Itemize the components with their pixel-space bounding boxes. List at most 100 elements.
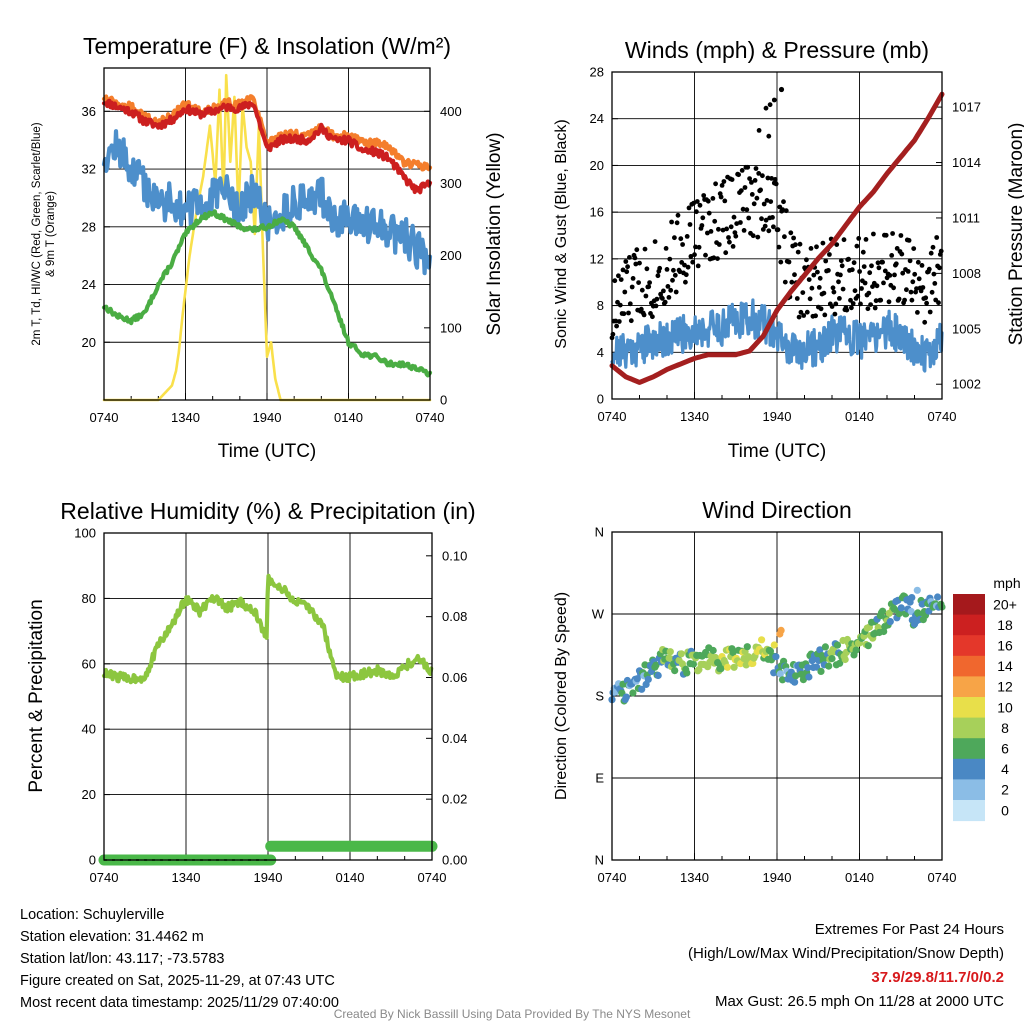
gust-point bbox=[839, 263, 845, 269]
gust-point bbox=[755, 234, 761, 240]
direction-point bbox=[825, 662, 833, 670]
gust-point bbox=[759, 216, 764, 222]
gust-point bbox=[691, 200, 696, 206]
gust-point bbox=[667, 256, 673, 262]
gust-point bbox=[910, 279, 916, 285]
gust-point bbox=[926, 266, 932, 272]
gust-point bbox=[816, 285, 822, 290]
temperature-frame bbox=[103, 67, 431, 401]
gust-point bbox=[685, 264, 691, 270]
gust-point bbox=[924, 300, 929, 306]
direction-title: Wind Direction bbox=[702, 497, 852, 523]
sonic-wind-line bbox=[610, 298, 944, 373]
gust-point bbox=[718, 194, 724, 200]
winds-ytick-label: 28 bbox=[590, 65, 604, 80]
gust-point bbox=[818, 306, 824, 312]
gust-point bbox=[627, 301, 633, 307]
gust-point bbox=[672, 235, 677, 241]
insolation-y-label: Solar Insolation (Yellow) bbox=[484, 132, 505, 335]
winds-y2tick-label: 1008 bbox=[952, 266, 981, 281]
gust-point bbox=[875, 260, 881, 266]
gust-point bbox=[693, 244, 698, 250]
gust-point bbox=[783, 208, 789, 214]
gust-point bbox=[678, 236, 684, 242]
gust-point bbox=[930, 244, 936, 250]
direction-point bbox=[813, 663, 821, 671]
gust-point bbox=[612, 278, 618, 284]
gust-point bbox=[878, 297, 884, 303]
gust-point bbox=[731, 214, 737, 220]
gust-point bbox=[781, 199, 786, 205]
gust-point bbox=[721, 179, 727, 184]
gust-point bbox=[909, 297, 915, 303]
winds-y2tick-label: 1005 bbox=[952, 321, 981, 336]
temperature-ytick-label: 20 bbox=[82, 335, 96, 350]
gust-point bbox=[654, 296, 660, 302]
gust-point bbox=[677, 269, 683, 275]
gust-point bbox=[703, 252, 708, 258]
gust-point bbox=[792, 272, 797, 278]
winds-title: Winds (mph) & Pressure (mb) bbox=[625, 37, 929, 63]
colorbar-label: 12 bbox=[997, 679, 1013, 695]
gust-point bbox=[741, 228, 747, 233]
speed-colorbar: mph 20+ 18 16 14 12 10 8 6 4 2 0 bbox=[953, 575, 1021, 822]
direction-point bbox=[638, 685, 646, 693]
gust-point bbox=[722, 198, 728, 204]
gust-point bbox=[912, 271, 918, 277]
credit-line: Created By Nick Bassill Using Data Provi… bbox=[333, 1007, 691, 1021]
gust-point bbox=[621, 311, 627, 317]
gust-point bbox=[746, 215, 752, 221]
gust-point bbox=[770, 215, 775, 220]
humidity-ytick-label: 40 bbox=[82, 722, 96, 737]
gust-point bbox=[625, 264, 630, 270]
humidity-y2tick-label: 0.04 bbox=[442, 731, 467, 746]
gust-point bbox=[765, 175, 771, 181]
gust-point bbox=[793, 242, 798, 248]
gust-point bbox=[637, 260, 642, 266]
humidity-ytick-label: 60 bbox=[82, 656, 96, 671]
colorbar-label: 18 bbox=[997, 617, 1013, 633]
gust-point bbox=[762, 223, 768, 229]
gust-point bbox=[673, 289, 679, 295]
direction-xtick-label: 0740 bbox=[928, 870, 957, 885]
gust-point bbox=[632, 255, 638, 261]
gust-point bbox=[723, 250, 729, 256]
gust-point bbox=[655, 273, 661, 279]
gust-point bbox=[782, 234, 787, 240]
gust-point bbox=[894, 246, 900, 251]
gust-point bbox=[766, 133, 772, 139]
direction-point bbox=[908, 594, 916, 602]
gust-point bbox=[776, 244, 782, 250]
gust-point bbox=[716, 242, 722, 247]
gust-point bbox=[716, 226, 721, 232]
direction-point bbox=[683, 669, 691, 677]
gust-point bbox=[771, 97, 777, 103]
relative-humidity-line bbox=[101, 573, 434, 685]
temperature-xtick-label: 0740 bbox=[416, 410, 445, 425]
direction-point bbox=[689, 660, 698, 668]
station-pressure-line bbox=[609, 91, 945, 385]
gust-point bbox=[821, 290, 827, 296]
2m-temperature-line bbox=[101, 98, 433, 195]
gust-point bbox=[653, 303, 659, 309]
gust-point bbox=[669, 219, 674, 225]
gust-point bbox=[798, 309, 804, 315]
direction-point bbox=[730, 663, 738, 671]
gust-point bbox=[650, 314, 655, 320]
humidity-y2tick-label: 0.08 bbox=[442, 609, 467, 624]
colorbar-swatch bbox=[953, 697, 985, 719]
winds-ytick-label: 0 bbox=[597, 392, 604, 407]
gust-point bbox=[773, 181, 779, 187]
direction-point bbox=[743, 643, 751, 651]
colorbar-label: 0 bbox=[1001, 802, 1009, 818]
gust-point bbox=[697, 202, 703, 208]
direction-panel: N E S W N 0740 1340 1940 0140 0740 Direction (Colo… bbox=[553, 525, 1021, 886]
direction-point bbox=[777, 626, 785, 635]
gust-point bbox=[891, 285, 896, 291]
gust-point bbox=[874, 283, 880, 289]
gust-points bbox=[609, 86, 944, 341]
gust-point bbox=[695, 263, 701, 269]
gust-point bbox=[663, 246, 669, 251]
temperature-y2tick-label: 200 bbox=[440, 248, 462, 263]
gust-point bbox=[660, 296, 665, 301]
